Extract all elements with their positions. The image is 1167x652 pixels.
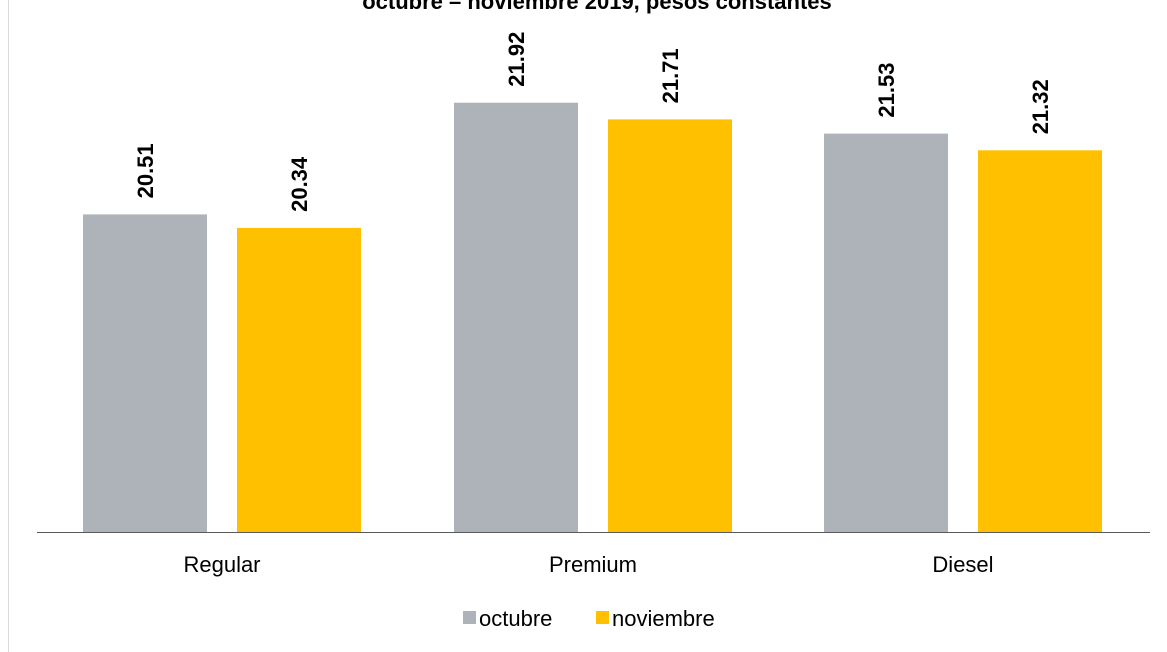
data-label: 21.32 [1028, 79, 1053, 134]
category-label-diesel: Diesel [932, 552, 993, 577]
legend-label-noviembre: noviembre [612, 606, 715, 631]
data-label: 20.34 [287, 156, 312, 212]
plot-area: 20.51 20.34 21.92 21.71 21.53 21.32 [83, 32, 1102, 533]
bar-noviembre-diesel [978, 150, 1102, 533]
legend-label-octubre: octubre [479, 606, 552, 631]
legend: octubre noviembre [463, 606, 715, 631]
data-label: 20.51 [133, 143, 158, 198]
bar-octubre-premium [454, 102, 578, 532]
legend-swatch-noviembre [596, 611, 609, 624]
category-labels: Regular Premium Diesel [183, 552, 993, 577]
category-label-premium: Premium [549, 552, 637, 577]
legend-swatch-octubre [463, 611, 476, 624]
chart-title: octubre – noviembre 2019, pesos constant… [362, 0, 832, 14]
category-label-regular: Regular [183, 552, 260, 577]
bar-noviembre-premium [608, 119, 732, 533]
data-label: 21.71 [658, 48, 683, 103]
bar-octubre-diesel [824, 133, 948, 532]
bar-octubre-regular [83, 214, 207, 532]
data-label: 21.92 [504, 32, 529, 87]
data-label: 21.53 [874, 63, 899, 118]
bar-noviembre-regular [237, 227, 361, 532]
